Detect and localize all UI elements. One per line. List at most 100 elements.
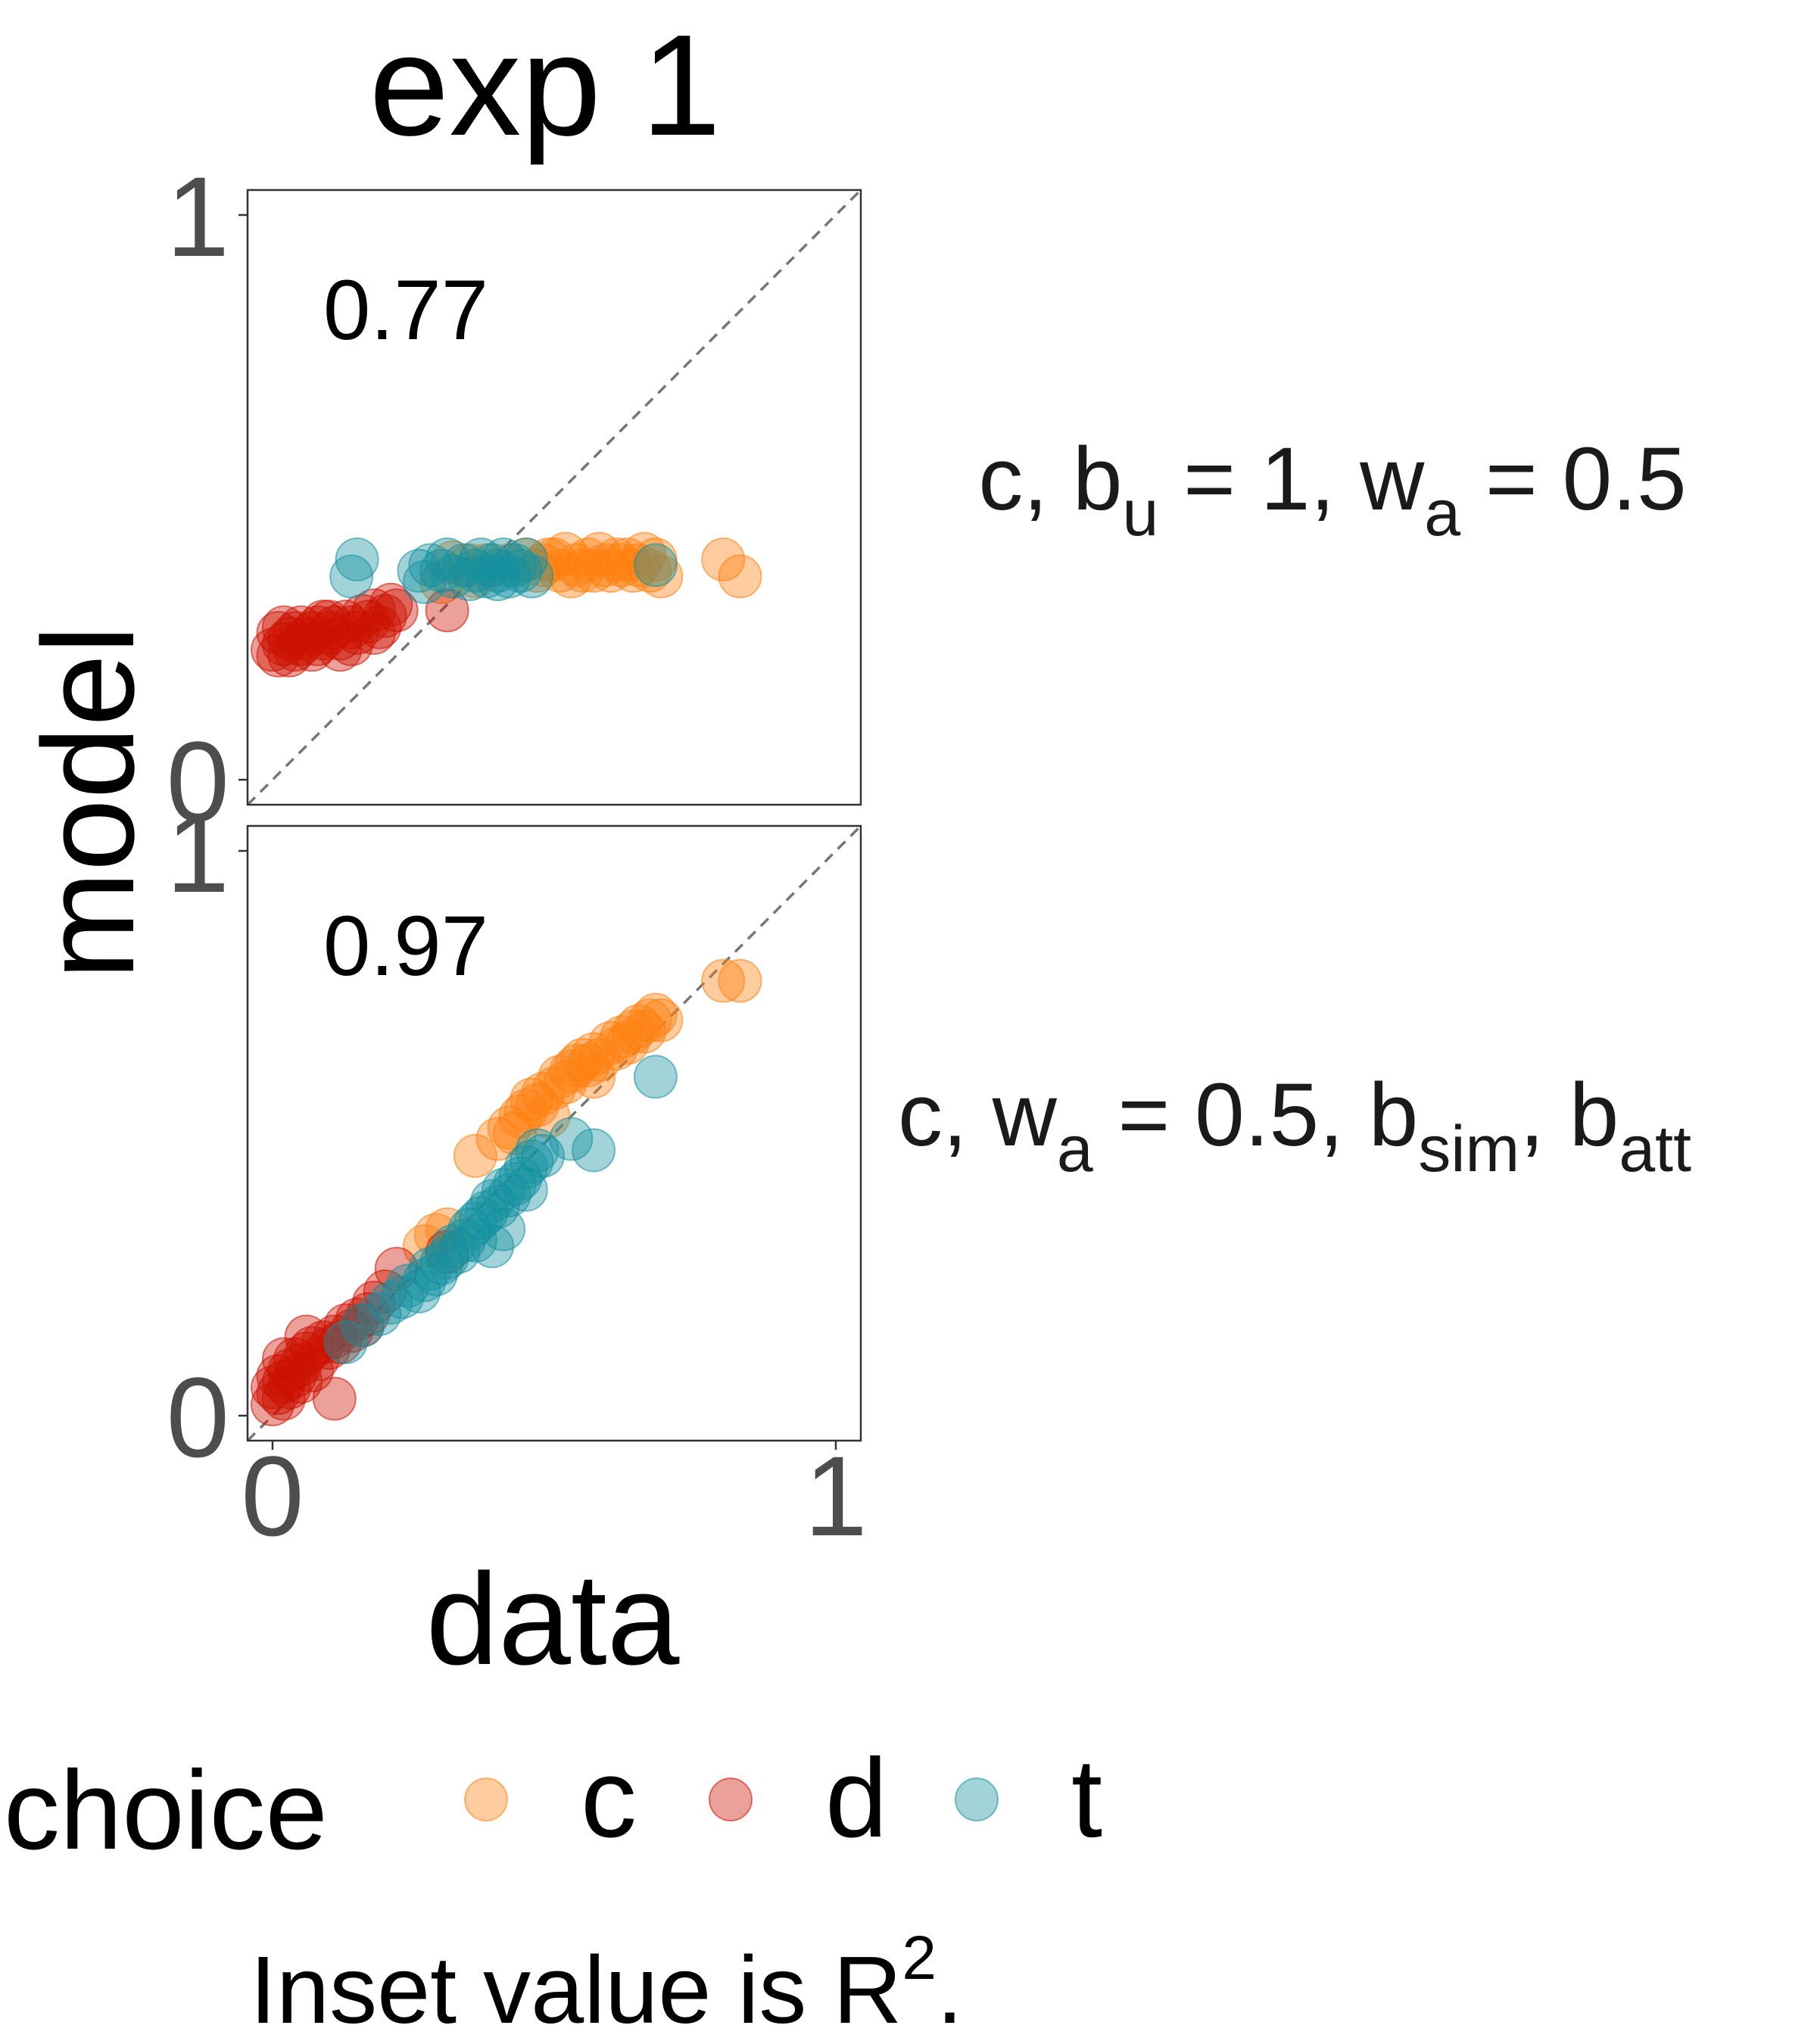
point-d (301, 1320, 345, 1365)
x-tick-label: 1 (804, 1432, 867, 1559)
point-c (639, 554, 684, 599)
legend-label-d: d (825, 1736, 887, 1861)
points-panel-2 (251, 958, 762, 1427)
point-t (425, 537, 469, 582)
y-tick-label: 0 (167, 718, 229, 845)
point-d (279, 1342, 323, 1387)
strip-text: = 0.5, b (1093, 1065, 1419, 1165)
legend-title: choice (4, 1748, 328, 1873)
legend-label-t: t (1071, 1736, 1102, 1861)
point-d (284, 1314, 329, 1359)
point-t (470, 1224, 515, 1269)
point-t (633, 1055, 678, 1099)
point-t (329, 554, 374, 599)
point-d (273, 628, 317, 672)
strip-label: c, wa = 0.5, bsim, batt (898, 1065, 1691, 1186)
caption-end: . (937, 1937, 963, 2043)
point-c (572, 548, 616, 593)
point-c (701, 958, 746, 1003)
point-t (487, 1173, 531, 1218)
point-t (453, 1218, 497, 1263)
point-d (363, 594, 407, 638)
strip-text: c, w (898, 1065, 1058, 1165)
point-d (351, 611, 396, 656)
point-c (718, 554, 762, 599)
point-t (492, 1162, 537, 1207)
point-t (503, 1145, 548, 1189)
point-t (492, 543, 537, 587)
strip-subscript: u (1123, 477, 1159, 550)
point-t (482, 1167, 526, 1212)
point-c (639, 998, 684, 1042)
point-c (616, 1004, 661, 1048)
point-d (290, 1326, 335, 1370)
point-t (397, 548, 441, 593)
strip-subscript: att (1619, 1113, 1691, 1186)
point-t (482, 1207, 526, 1251)
strip-text: , b (1519, 1065, 1619, 1165)
strip-subscript: a (1057, 1113, 1093, 1186)
strip-subscript: sim (1418, 1113, 1519, 1186)
legend-key-t (955, 1778, 999, 1821)
panel-border (246, 189, 862, 806)
y-axis-label: model (16, 625, 161, 980)
point-c (701, 537, 746, 582)
legend-key-d (709, 1778, 753, 1821)
point-d (273, 611, 317, 656)
point-c (554, 1043, 599, 1088)
point-t (402, 1257, 447, 1302)
legend-label-c: c (581, 1736, 637, 1861)
strip-text: c, b (978, 429, 1122, 529)
point-t (408, 1247, 453, 1292)
point-t (385, 1263, 430, 1308)
point-d (374, 588, 419, 633)
point-t (436, 1229, 481, 1274)
point-t (572, 1128, 616, 1173)
x-axis-label: data (426, 1547, 680, 1692)
point-c (577, 1038, 622, 1083)
caption-text: Inset value is R (250, 1937, 902, 2043)
y-tick-label: 1 (167, 153, 229, 280)
point-d (369, 582, 413, 627)
point-t (453, 548, 497, 593)
panel-border (246, 824, 862, 1442)
legend: choice c d t (4, 1736, 1102, 1873)
point-c (622, 1009, 667, 1054)
point-t (464, 1190, 509, 1235)
point-t (413, 1252, 458, 1297)
point-t (335, 537, 379, 582)
caption-superscript: 2 (902, 1924, 937, 1993)
point-c (600, 1015, 644, 1060)
point-c (633, 992, 678, 1037)
y-tick-label: 1 (167, 789, 229, 916)
point-t (475, 557, 520, 602)
strip-text: = 0.5 (1460, 429, 1687, 529)
point-c (628, 998, 672, 1042)
point-d (261, 1337, 306, 1382)
point-d (374, 1247, 419, 1292)
point-d (312, 1376, 357, 1421)
point-c (566, 1043, 610, 1088)
point-c (419, 559, 464, 604)
legend-key-c (464, 1778, 508, 1821)
point-t (510, 554, 554, 599)
x-tick-label: 0 (241, 1432, 304, 1559)
point-d (329, 622, 374, 666)
point-t (510, 1139, 554, 1184)
point-d (351, 588, 396, 633)
point-t (431, 1224, 475, 1269)
point-c (560, 1038, 605, 1083)
point-t (633, 543, 678, 587)
point-c (718, 958, 762, 1003)
point-t (408, 543, 453, 587)
caption: Inset value is R2. (250, 1924, 963, 2043)
panel-2: 0.97 0 1 0 1 c, wa = 0.5, bsim, batt (167, 789, 1692, 1559)
point-d (346, 600, 391, 644)
figure-title: exp 1 (369, 5, 722, 166)
strip-subscript: a (1424, 477, 1460, 550)
point-t (323, 1320, 368, 1365)
point-t (380, 1275, 425, 1320)
point-c (549, 554, 594, 599)
